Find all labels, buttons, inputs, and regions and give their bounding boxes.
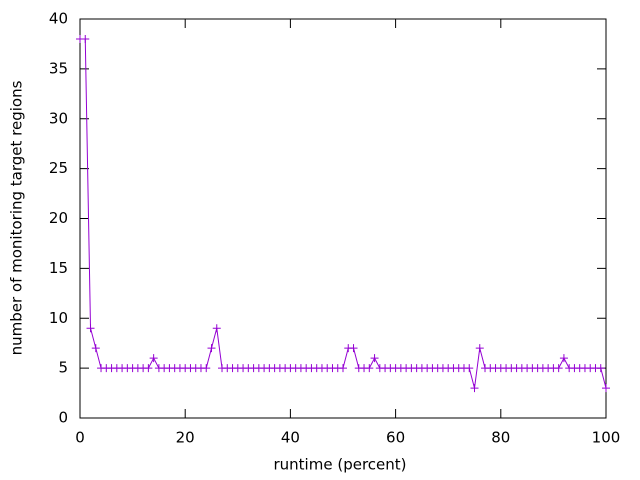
point-marker	[207, 344, 216, 353]
y-tick-label: 0	[58, 409, 68, 427]
point-marker	[149, 354, 158, 363]
x-tick-label: 20	[176, 429, 195, 447]
y-tick-label: 40	[49, 10, 68, 28]
y-tick-label: 10	[49, 309, 68, 327]
point-marker	[554, 364, 563, 373]
point-marker	[91, 344, 100, 353]
point-marker	[81, 34, 90, 43]
x-tick-label: 100	[592, 429, 621, 447]
y-tick-label: 30	[49, 109, 68, 127]
point-marker	[339, 364, 347, 373]
y-tick-label: 5	[58, 359, 68, 377]
point-marker	[602, 384, 610, 393]
point-marker	[212, 324, 221, 333]
x-axis-label: runtime (percent)	[274, 456, 407, 474]
point-marker	[370, 354, 379, 363]
point-marker	[144, 364, 153, 373]
x-tick-label: 60	[386, 429, 405, 447]
point-marker	[365, 364, 374, 373]
point-marker	[86, 324, 95, 333]
y-axis-label: number of monitoring target regions	[8, 80, 26, 355]
point-marker	[475, 344, 484, 353]
point-marker	[596, 364, 605, 373]
point-marker	[470, 384, 479, 393]
point-marker	[202, 364, 211, 373]
x-tick-label: 0	[75, 429, 85, 447]
y-tick-label: 25	[49, 159, 68, 177]
point-marker	[465, 364, 474, 373]
x-tick-label: 80	[491, 429, 510, 447]
y-tick-label: 15	[49, 259, 68, 277]
y-tick-label: 20	[49, 209, 68, 227]
point-marker	[559, 354, 568, 363]
y-tick-label: 35	[49, 59, 68, 77]
x-tick-label: 40	[281, 429, 300, 447]
point-marker	[349, 344, 358, 353]
